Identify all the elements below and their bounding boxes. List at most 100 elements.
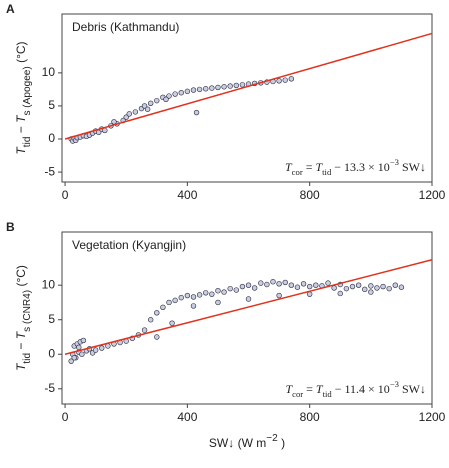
point [76, 344, 82, 351]
point [276, 292, 282, 299]
point [147, 100, 154, 106]
point [306, 291, 313, 297]
point [215, 288, 221, 294]
point [184, 88, 191, 95]
point [245, 282, 252, 288]
plot-frame [61, 231, 433, 405]
point [154, 334, 160, 340]
point [196, 86, 203, 93]
x-tick-label: 400 [177, 410, 197, 424]
point [209, 291, 215, 297]
equation: Tcor = Ttid − 11.4 × 10−3 SW↓ [285, 379, 426, 399]
point [154, 97, 160, 104]
point [123, 114, 129, 120]
point [300, 281, 307, 287]
point [80, 337, 87, 344]
point [190, 87, 197, 93]
point [306, 283, 313, 290]
point [178, 294, 184, 301]
point [386, 285, 392, 292]
point [166, 299, 172, 306]
point [282, 77, 288, 83]
x-tick-label: 0 [62, 188, 69, 202]
point [245, 296, 252, 302]
plot-frame [61, 13, 433, 183]
point [392, 282, 399, 288]
point [331, 285, 337, 291]
point [71, 355, 77, 361]
point [160, 304, 166, 310]
point [163, 96, 169, 103]
point [349, 283, 356, 290]
text-piece: − [14, 123, 28, 137]
point [239, 283, 246, 290]
point [276, 78, 282, 84]
point [380, 283, 386, 290]
text-piece: s (CNR4) [22, 290, 33, 332]
point [154, 310, 160, 316]
point [276, 281, 282, 287]
x-tick-label: 0 [62, 410, 69, 424]
text-piece: T [285, 382, 293, 396]
point [374, 285, 380, 291]
panel-label: B [6, 220, 15, 234]
text-piece: ) [278, 436, 285, 450]
point [132, 109, 139, 115]
text-piece: −3 [390, 157, 399, 167]
point [178, 90, 184, 96]
text-piece: cor [292, 167, 303, 177]
point [343, 285, 350, 292]
text-piece: −3 [390, 379, 399, 389]
point [215, 84, 221, 91]
fit-line [64, 32, 433, 140]
point [172, 91, 178, 97]
text-piece: SW↓ [399, 160, 426, 174]
point [233, 82, 239, 89]
point [282, 279, 288, 286]
y-tick-label: -5 [44, 164, 55, 178]
text-piece: − 11.4 × 10 [332, 382, 390, 396]
text-piece: T [285, 160, 293, 174]
point [92, 347, 99, 353]
point [193, 109, 200, 116]
point [355, 282, 362, 288]
text-piece: = [303, 382, 316, 396]
point [288, 282, 295, 288]
point [362, 286, 368, 293]
text-piece: − 13.3 × 10 [331, 160, 390, 174]
y-axis-label: Ttid − Ts (Apogee) (°C) [14, 41, 33, 154]
point [203, 290, 209, 296]
point [184, 292, 191, 299]
point [288, 76, 295, 82]
point [79, 351, 85, 357]
text-piece: tid [22, 353, 33, 364]
y-axis-label: Ttid − Ts (CNR4) (°C) [14, 265, 33, 371]
point [398, 284, 405, 290]
point [368, 283, 374, 289]
point [166, 93, 172, 99]
x-axis-label: SW↓ (W m−2 ) [209, 433, 285, 450]
point [99, 345, 105, 351]
point [169, 320, 175, 326]
text-piece: T [14, 114, 28, 123]
point [270, 279, 276, 285]
point [141, 103, 148, 109]
text-piece: s (Apogee) [22, 66, 33, 115]
y-tick-label: 0 [48, 346, 55, 360]
x-tick-label: 1200 [419, 188, 446, 202]
y-tick-label: 5 [48, 312, 55, 326]
text-piece: tid [322, 167, 332, 177]
text-piece: SW↓ (W m [209, 436, 266, 450]
point [190, 303, 197, 309]
point [251, 285, 258, 291]
annotation: Debris (Kathmandu) [72, 20, 179, 34]
x-tick-label: 400 [177, 188, 197, 202]
y-tick-label: -5 [44, 381, 55, 395]
point [111, 119, 117, 125]
panel-label: A [6, 2, 15, 16]
text-piece: tid [323, 389, 333, 399]
x-tick-label: 1200 [419, 410, 446, 424]
point [227, 285, 233, 292]
text-piece: T [14, 330, 28, 339]
